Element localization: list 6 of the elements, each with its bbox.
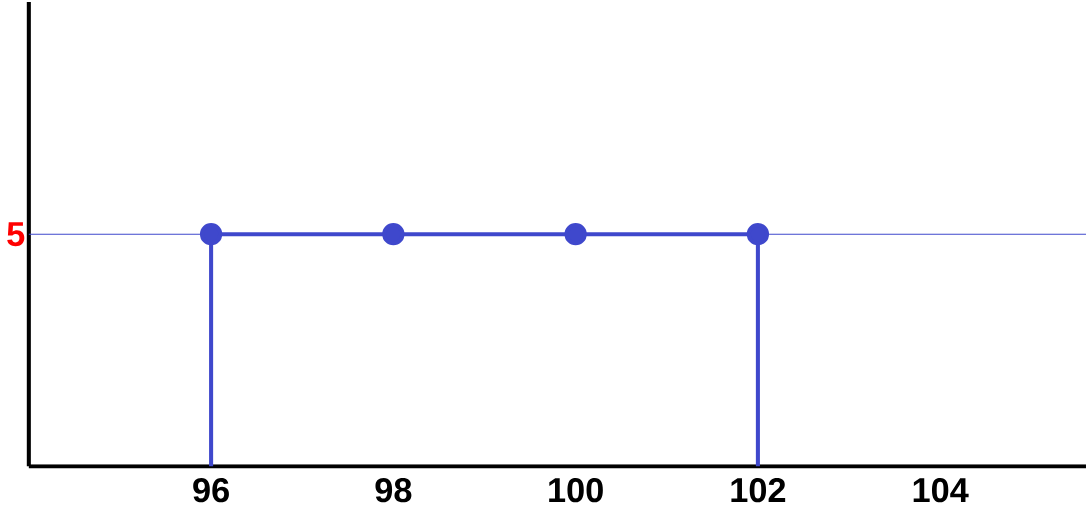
- x-tick-label: 104: [913, 478, 969, 503]
- x-tick-label: 100: [549, 478, 603, 503]
- x-tick-label: 102: [731, 478, 786, 503]
- x-tick-label: 98: [375, 478, 412, 503]
- x-tick-label: 96: [193, 478, 229, 503]
- text: 5: [7, 222, 25, 247]
